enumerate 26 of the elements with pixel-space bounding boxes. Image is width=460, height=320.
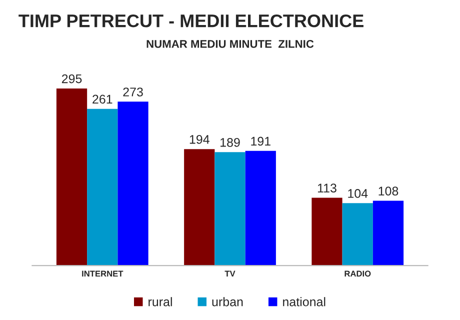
- chart-subtitle: NUMAR MEDIU MINUTE ZILNIC: [146, 40, 314, 48]
- bar: [312, 198, 342, 266]
- bar: [87, 108, 118, 266]
- data-label: 191: [251, 136, 270, 146]
- x-tick-label: RADIO: [344, 270, 371, 277]
- data-label: 261: [92, 94, 112, 104]
- bar: [372, 200, 404, 266]
- bar: [245, 150, 276, 266]
- chart-title: TIMP PETRECUT - MEDII ELECTRONICE: [18, 14, 364, 28]
- legend-label: national: [283, 297, 326, 306]
- bar: [214, 152, 246, 266]
- x-tick-label: TV: [224, 270, 236, 276]
- data-label: 104: [348, 189, 368, 198]
- data-label: 194: [190, 135, 210, 144]
- data-label: 189: [220, 138, 240, 147]
- data-label: 113: [318, 184, 336, 192]
- data-label: 108: [378, 186, 398, 196]
- legend-label: urban: [212, 297, 243, 306]
- bar: [342, 203, 373, 266]
- bar: [184, 149, 215, 266]
- bar: [56, 88, 88, 266]
- x-tick-label: INTERNET: [82, 270, 124, 276]
- data-label: 295: [62, 74, 82, 84]
- legend-label: rural: [148, 297, 172, 306]
- data-label: 273: [123, 88, 143, 96]
- bar: [118, 102, 148, 266]
